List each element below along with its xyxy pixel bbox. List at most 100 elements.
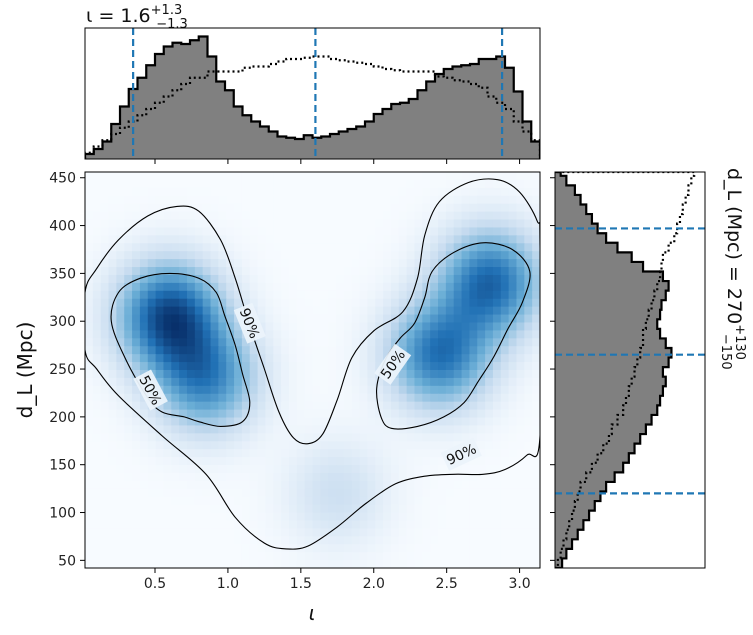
heat-cell — [343, 346, 353, 355]
heat-cell — [351, 401, 361, 411]
heat-cell — [124, 306, 133, 316]
heat-cell — [532, 306, 540, 316]
heat-cell — [406, 290, 416, 300]
heat-cell — [100, 480, 110, 490]
heat-cell — [163, 338, 172, 347]
heat-cell — [202, 417, 212, 427]
heat-cell — [124, 528, 133, 537]
heat-cell — [485, 179, 494, 189]
heat-cell — [241, 179, 251, 189]
heat-cell — [485, 267, 494, 276]
heat-cell — [100, 393, 110, 403]
heat-cell — [516, 544, 525, 553]
heat-cell — [351, 480, 361, 490]
heat-cell — [461, 187, 470, 197]
heat-cell — [312, 195, 321, 205]
heat-cell — [422, 528, 431, 537]
heat-cell — [234, 362, 243, 371]
heat-cell — [375, 346, 384, 355]
heat-cell — [445, 243, 455, 252]
heat-cell — [461, 401, 470, 411]
heat-cell — [171, 472, 180, 482]
heat-cell — [343, 401, 353, 411]
heat-cell — [124, 536, 133, 545]
heat-cell — [508, 330, 518, 339]
heat-cell — [257, 267, 267, 276]
heat-cell — [304, 179, 314, 189]
heat-cell — [210, 457, 219, 466]
heat-cell — [453, 346, 463, 355]
heat-cell — [163, 377, 172, 387]
heat-cell — [179, 187, 188, 197]
heat-cell — [336, 227, 345, 236]
heat-cell — [186, 172, 196, 181]
heat-cell — [281, 512, 290, 522]
heat-cell — [179, 179, 188, 189]
heat-cell — [453, 282, 463, 292]
heat-cell — [445, 552, 455, 561]
heat-cell — [226, 385, 235, 395]
heat-cell — [163, 172, 172, 181]
heat-cell — [147, 512, 157, 522]
heat-cell — [296, 362, 306, 371]
heat-cell — [320, 306, 329, 316]
heat-cell — [92, 267, 102, 276]
heat-cell — [422, 385, 431, 395]
heat-cell — [281, 195, 290, 205]
heat-cell — [202, 401, 212, 411]
heat-cell — [281, 290, 290, 300]
heat-cell — [320, 259, 329, 268]
heat-cell — [241, 385, 251, 395]
heat-cell — [398, 219, 408, 229]
heat-cell — [155, 172, 165, 181]
heat-cell — [132, 417, 141, 427]
heat-cell — [508, 433, 518, 442]
heat-cell — [477, 282, 486, 292]
heat-cell — [414, 504, 423, 514]
heat-cell — [524, 338, 533, 347]
heat-cell — [500, 449, 510, 458]
heat-cell — [265, 457, 274, 466]
heat-cell — [132, 465, 141, 474]
heat-cell — [532, 370, 540, 379]
heat-cell — [312, 322, 321, 331]
heat-cell — [226, 528, 235, 537]
heat-cell — [281, 203, 290, 213]
heat-cell — [343, 274, 353, 284]
heat-cell — [422, 259, 431, 268]
heat-cell — [383, 552, 392, 561]
heat-cell — [398, 480, 408, 490]
heat-cell — [461, 227, 470, 236]
heat-cell — [516, 488, 525, 498]
heat-cell — [351, 552, 361, 561]
heat-cell — [508, 441, 518, 450]
heat-cell — [132, 243, 141, 252]
heat-cell — [85, 425, 94, 434]
heat-cell — [179, 393, 188, 403]
heat-cell — [296, 520, 306, 529]
heat-cell — [461, 377, 470, 387]
heat-cell — [108, 457, 117, 466]
heat-cell — [453, 409, 463, 419]
heat-cell — [390, 449, 400, 458]
heat-cell — [265, 219, 274, 229]
heat-cell — [390, 393, 400, 403]
heat-cell — [500, 417, 510, 427]
heat-cell — [406, 393, 416, 403]
heat-cell — [124, 346, 133, 355]
heat-cell — [430, 219, 439, 229]
heat-cell — [351, 433, 361, 442]
heat-cell — [202, 330, 212, 339]
heat-cell — [194, 409, 204, 419]
heat-cell — [336, 282, 345, 292]
heat-cell — [241, 211, 251, 221]
heat-cell — [524, 520, 533, 529]
heat-cell — [406, 552, 416, 561]
heat-cell — [210, 259, 219, 268]
heat-cell — [288, 179, 298, 189]
heat-cell — [202, 457, 212, 466]
heat-cell — [532, 227, 540, 236]
heat-cell — [132, 211, 141, 221]
heat-cell — [312, 385, 321, 395]
heat-cell — [226, 370, 235, 379]
